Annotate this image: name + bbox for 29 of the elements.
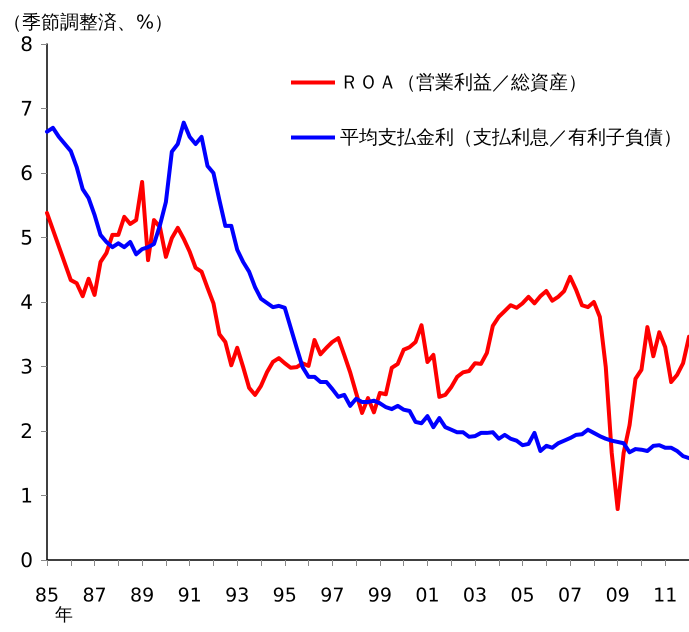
legend-label: 平均支払金利（支払利息／有利子負債） (340, 126, 682, 148)
x-tick-label: 05 (510, 584, 535, 606)
y-tick-label: 1 (20, 484, 33, 508)
y-tick-label: 7 (20, 96, 33, 120)
x-tick-label: 11 (653, 584, 678, 606)
x-tick-label: 99 (368, 584, 392, 606)
legend-label: ＲＯＡ（営業利益／総資産） (340, 72, 587, 94)
x-axis-title: 年 (55, 604, 73, 626)
x-tick-label: 91 (178, 584, 202, 606)
x-tick-label: 03 (462, 584, 488, 606)
y-tick-label: 0 (20, 548, 33, 572)
y-tick-label: 6 (20, 161, 33, 185)
x-tick-label: 97 (320, 584, 344, 606)
x-tick-label: 85 (34, 584, 60, 606)
x-tick-label: 89 (130, 584, 154, 606)
line-series (45, 180, 689, 512)
y-tick-label: 4 (20, 290, 33, 314)
x-tick-label: 87 (82, 584, 107, 606)
x-tick-label: 01 (415, 584, 440, 606)
y-axis-title: （季節調整済、%） (3, 12, 174, 34)
y-tick-label: 8 (20, 32, 33, 56)
y-tick-label: 5 (20, 226, 33, 250)
x-tick-label: 95 (272, 584, 297, 606)
x-tick-label: 09 (606, 584, 630, 606)
x-tick-label: 07 (558, 584, 582, 606)
x-tick-label: 93 (225, 584, 250, 606)
line-series (45, 120, 689, 460)
y-tick-label: 3 (20, 354, 33, 378)
y-tick-label: 2 (20, 419, 33, 443)
